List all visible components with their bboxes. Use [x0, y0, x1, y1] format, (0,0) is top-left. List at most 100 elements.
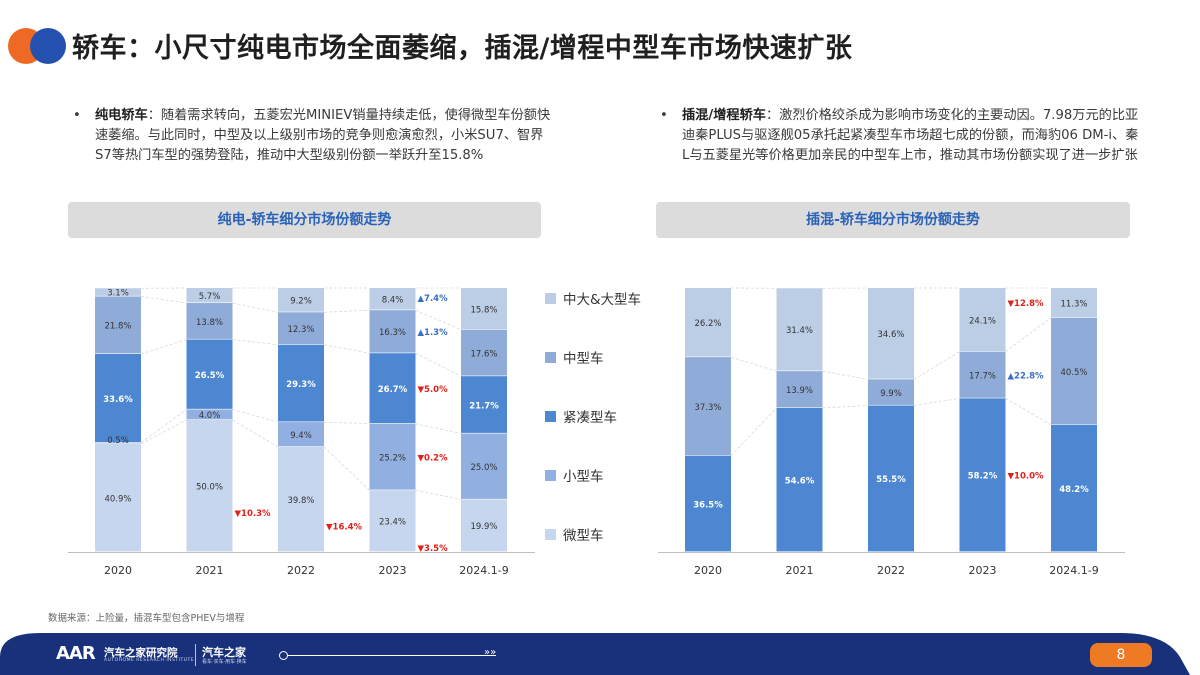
bev-data-label: 15.8%	[470, 305, 497, 315]
bev-connector	[323, 421, 370, 425]
legend-item: 紧凑型车	[545, 406, 655, 465]
phev-data-label: 26.2%	[694, 319, 721, 329]
bev-bar-segment	[369, 310, 416, 353]
phev-data-label: 54.6%	[785, 476, 815, 486]
bev-bar-segment	[95, 288, 141, 296]
bev-connector	[415, 423, 462, 434]
bev-bar-segment	[461, 433, 507, 499]
phev-connector	[822, 405, 869, 409]
bev-bar-segment	[461, 499, 507, 552]
bev-data-label: 25.2%	[379, 453, 406, 463]
phev-bar-segment	[1051, 288, 1097, 318]
bev-data-label: 23.4%	[379, 518, 406, 528]
bev-data-label: 9.4%	[290, 431, 312, 441]
bev-bar-segment	[186, 339, 233, 409]
bev-data-label: 8.4%	[382, 296, 404, 306]
phev-tick-label: 2021	[786, 564, 814, 577]
bev-bar-segment	[95, 444, 141, 552]
bev-data-label: 19.9%	[470, 522, 497, 532]
phev-connector	[822, 370, 869, 380]
phev-bar-segment	[959, 398, 1006, 552]
bev-connector	[140, 339, 187, 355]
bev-data-label: 26.7%	[378, 385, 408, 395]
phev-connector	[730, 407, 777, 456]
footer-divider	[195, 644, 196, 666]
phev-data-label: 48.2%	[1059, 485, 1089, 495]
phev-data-label: 36.5%	[693, 500, 723, 510]
legend-label: 中型车	[563, 351, 604, 367]
chart-bev-svg: 2020 2021 2022 2023 2024.1-9 40.9% 0.5% 33.6% 21…	[68, 287, 535, 577]
bullet-left-bold: 纯电轿车	[95, 108, 148, 123]
bev-data-label: 26.5%	[195, 371, 225, 381]
footer-progress-line	[284, 655, 496, 656]
bev-connector	[415, 309, 462, 331]
page-number: 8	[1090, 643, 1152, 667]
phev-bar-segment	[868, 288, 914, 379]
legend-label: 微型车	[563, 528, 604, 544]
bev-connector	[323, 309, 370, 313]
bev-bar-segment	[95, 442, 141, 444]
footer-arrows-icon: »»	[484, 647, 497, 658]
bev-data-label: 4.0%	[199, 411, 221, 421]
bev-bar-segment	[461, 376, 507, 433]
legend-item: 微型车	[545, 524, 655, 583]
bev-annotation: ▼16.4%	[326, 522, 363, 532]
legend-label: 紧凑型车	[563, 410, 617, 426]
legend-item: 中大&大型车	[545, 288, 655, 347]
bev-bar-segment	[278, 312, 324, 345]
phev-data-label: 13.9%	[786, 386, 813, 396]
bev-data-label: 21.8%	[104, 322, 131, 332]
footer-brand-sub: 看车·买车·用车·换车	[202, 659, 247, 665]
phev-bar-segment	[685, 455, 731, 552]
phev-annotation: ▼10.0%	[1008, 472, 1045, 482]
phev-bar-segment	[868, 405, 914, 552]
footer-shape	[0, 633, 1190, 675]
phev-bar-segment	[1051, 424, 1097, 552]
bev-data-label: 13.8%	[196, 318, 223, 328]
bev-annotation: ▼3.5%	[418, 544, 449, 554]
legend-swatch	[545, 470, 556, 481]
bev-data-label: 9.2%	[290, 297, 312, 307]
bev-tick-label: 2020	[104, 564, 132, 577]
legend-item: 中型车	[545, 347, 655, 406]
phev-connector	[1005, 398, 1052, 426]
footer-progress-dot	[279, 651, 288, 660]
bev-data-label: 5.7%	[199, 292, 221, 302]
bev-tick-label: 2024.1-9	[459, 564, 508, 577]
phev-data-label: 34.6%	[877, 330, 904, 340]
phev-bar-segment	[959, 288, 1006, 352]
bev-connector	[323, 344, 370, 354]
bev-connector	[140, 409, 187, 444]
bev-bar-segment	[278, 422, 324, 447]
chart-phev-svg: 2020 2021 2022 2023 2024.1-9 36.5% 37.3% 26.2% 5…	[658, 287, 1125, 577]
phev-data-label: 55.5%	[876, 475, 906, 485]
chart-phev: 2020 2021 2022 2023 2024.1-9 36.5% 37.3% 26.2% 5…	[650, 270, 1130, 590]
phev-connector	[913, 351, 960, 380]
phev-tick-label: 2020	[694, 564, 722, 577]
phev-annotation: ▲22.8%	[1008, 371, 1045, 381]
footer-bar	[0, 627, 1200, 675]
phev-bar-segment	[959, 351, 1006, 398]
bev-data-label: 3.1%	[107, 288, 129, 298]
bev-connector	[232, 302, 279, 313]
bev-data-label: 21.7%	[469, 401, 499, 411]
legend-swatch	[545, 411, 556, 422]
data-source-note: 数据来源：上险量，插混车型包含PHEV与增程	[48, 613, 245, 624]
bev-bar-segment	[461, 329, 507, 376]
bev-connector	[140, 419, 187, 445]
bev-data-label: 16.3%	[379, 328, 406, 338]
bev-tick-label: 2021	[196, 564, 224, 577]
page-title: 轿车：小尺寸纯电市场全面萎缩，插混/增程中型车市场快速扩张	[72, 33, 853, 64]
bev-bar-segment	[369, 353, 416, 424]
bullet-right: • 插混/增程轿车：激烈价格绞杀成为影响市场变化的主要动因。7.98万元的比亚迪…	[660, 108, 1139, 163]
phev-connector	[1005, 317, 1052, 352]
chart-title-band-bev: 纯电-轿车细分市场份额走势	[68, 202, 541, 238]
phev-bar-segment	[776, 371, 823, 408]
phev-data-label: 58.2%	[968, 472, 998, 482]
bev-annotation: ▲7.4%	[418, 294, 449, 304]
bev-data-label: 17.6%	[470, 349, 497, 359]
legend-label: 中大&大型车	[563, 292, 642, 308]
bev-connector	[232, 409, 279, 423]
legend-label: 小型车	[563, 469, 604, 485]
phev-annotation: ▼12.8%	[1008, 299, 1045, 309]
